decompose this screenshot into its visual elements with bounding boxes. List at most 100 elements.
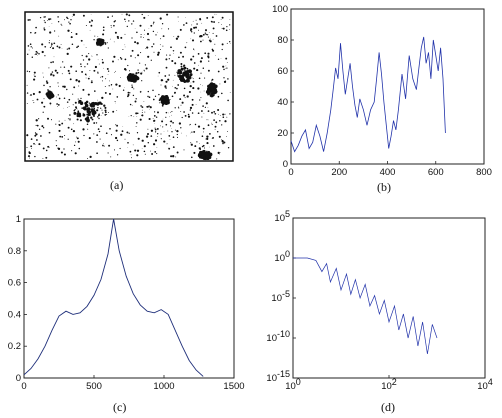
- speckle-dot: [51, 71, 54, 73]
- speckle-dot: [49, 31, 52, 34]
- speckle-dot: [225, 65, 227, 67]
- speckle-dot: [154, 139, 158, 142]
- speckle-dot: [46, 20, 48, 21]
- speckle-dot: [60, 151, 63, 154]
- speckle-dot: [49, 102, 52, 105]
- speckle-dot: [186, 42, 188, 44]
- speckle-dot: [174, 91, 176, 94]
- speckle-dot: [153, 111, 156, 113]
- speckle-dot: [176, 133, 178, 136]
- speckle-dot: [219, 154, 220, 155]
- speckle-dot: [47, 117, 49, 120]
- speckle-dot: [42, 72, 44, 74]
- speckle-dot: [154, 123, 155, 124]
- speckle-dot: [126, 25, 128, 28]
- speckle-dot: [42, 147, 45, 150]
- speckle-dot: [150, 135, 153, 137]
- speckle-dot: [119, 57, 122, 59]
- speckle-dot: [207, 52, 210, 55]
- speckle-dot: [34, 33, 35, 35]
- speckle-dot: [35, 119, 38, 122]
- speckle-dot: [58, 120, 60, 122]
- speckle-dot: [171, 131, 173, 133]
- speckle-dot: [106, 67, 109, 70]
- speckle-dot: [44, 55, 46, 57]
- speckle-dot: [197, 125, 201, 128]
- speckle-dot: [154, 127, 156, 129]
- speckle-dot: [186, 95, 189, 98]
- speckle-cluster-dot: [131, 76, 134, 79]
- speckle-dot: [42, 157, 44, 159]
- speckle-dot: [201, 116, 203, 118]
- speckle-dot: [105, 132, 108, 135]
- speckle-dot: [134, 100, 137, 103]
- speckle-cluster-dot: [104, 109, 107, 112]
- speckle-dot: [202, 144, 205, 147]
- speckle-dot: [218, 135, 221, 138]
- panel-c-frame: [23, 218, 235, 379]
- speckle-dot: [116, 124, 119, 127]
- speckle-dot: [97, 71, 99, 73]
- speckle-dot: [152, 43, 155, 45]
- speckle-dot: [174, 62, 177, 65]
- speckle-dot: [204, 32, 206, 34]
- speckle-dot: [140, 90, 142, 92]
- speckle-dot: [200, 97, 202, 99]
- speckle-dot: [136, 132, 139, 134]
- speckle-dot: [74, 152, 77, 155]
- speckle-dot: [52, 61, 54, 63]
- speckle-cluster-dot: [82, 101, 84, 103]
- speckle-dot: [62, 61, 64, 63]
- speckle-dot: [154, 95, 157, 97]
- speckle-dot: [204, 77, 206, 79]
- speckle-dot: [145, 67, 148, 70]
- speckle-dot: [207, 69, 210, 72]
- speckle-dot: [165, 116, 167, 118]
- speckle-dot: [200, 57, 203, 60]
- speckle-dot: [166, 143, 168, 145]
- speckle-dot: [192, 80, 195, 83]
- speckle-dot: [160, 49, 161, 50]
- speckle-dot: [34, 134, 37, 137]
- speckle-dot: [172, 136, 175, 138]
- speckle-dot: [31, 56, 34, 59]
- speckle-dot: [88, 102, 91, 104]
- speckle-cluster-dot: [178, 75, 181, 78]
- speckle-dot: [154, 128, 157, 131]
- speckle-dot: [66, 101, 69, 103]
- speckle-dot: [131, 157, 132, 159]
- speckle-dot: [221, 139, 224, 142]
- speckle-dot: [33, 78, 36, 81]
- speckle-dot: [193, 151, 196, 154]
- speckle-dot: [160, 38, 162, 40]
- speckle-cluster-dot: [180, 76, 183, 79]
- speckle-dot: [226, 42, 228, 44]
- speckle-dot: [162, 118, 164, 120]
- speckle-dot: [36, 139, 38, 141]
- speckle-dot: [111, 15, 113, 17]
- speckle-dot: [32, 47, 33, 49]
- speckle-dot: [221, 124, 223, 126]
- speckle-dot: [106, 42, 108, 44]
- speckle-dot: [146, 46, 149, 49]
- speckle-dot: [197, 88, 199, 90]
- speckle-dot: [205, 102, 208, 105]
- speckle-dot: [28, 70, 31, 73]
- speckle-dot: [60, 23, 62, 25]
- speckle-dot: [58, 97, 61, 100]
- speckle-dot: [99, 138, 101, 140]
- speckle-dot: [91, 80, 93, 82]
- speckle-dot: [169, 116, 170, 118]
- speckle-dot: [206, 137, 209, 141]
- speckle-dot: [180, 63, 183, 65]
- speckle-dot: [177, 35, 180, 38]
- speckle-dot: [192, 55, 195, 58]
- speckle-dot: [44, 45, 47, 48]
- speckle-dot: [110, 156, 112, 158]
- speckle-dot: [134, 41, 137, 44]
- speckle-dot: [176, 151, 179, 154]
- speckle-dot: [71, 150, 73, 152]
- speckle-dot: [183, 24, 184, 26]
- speckle-dot: [168, 147, 171, 150]
- speckle-dot: [198, 29, 199, 31]
